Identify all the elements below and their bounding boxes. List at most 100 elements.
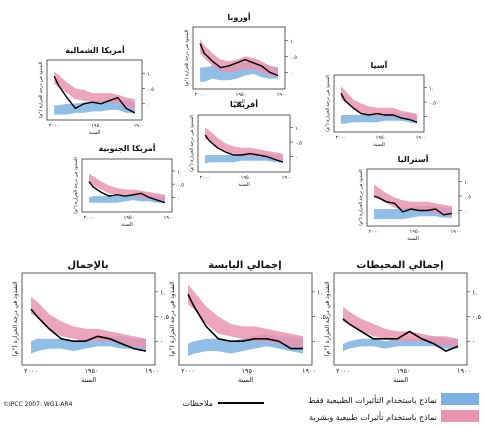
chart-panel-4: أفريقيا ١. ٠.٥ ٠ ٢٠٠٠ ١٩٥٠ ١٩٠٠ السنة الشذوذ في … <box>189 99 302 188</box>
x-axis-label: السنة <box>238 376 253 384</box>
x-tick-label: ٢٠٠٠ <box>336 367 350 375</box>
panel-frame <box>333 74 425 133</box>
panel-title: إجمالي اليابسة <box>208 260 281 271</box>
x-tick-label: ١٩٠٠ <box>302 367 316 375</box>
legend-natural-human-swatch <box>441 410 479 422</box>
x-tick-label: ١٩٠٠ <box>457 367 471 375</box>
x-tick-label: ١٩٥٠ <box>242 367 256 375</box>
panel-title: بالإجمال <box>67 260 108 271</box>
panel-title: أوروبا <box>227 12 251 22</box>
natural-human-band <box>341 86 417 123</box>
x-tick-label: ٢٠٠٠ <box>49 123 60 129</box>
panel-frame <box>192 26 286 90</box>
observations-line <box>53 75 136 114</box>
credit-text: ©IPCC 2007: WG1-AR4 <box>3 401 73 408</box>
x-tick-label: ٢٠٠٠ <box>84 215 95 221</box>
y-axis-label: الشذوذ في درجة الحرارة (°م) <box>325 75 331 132</box>
y-tick-label: ١. <box>464 180 469 186</box>
panel-title: أستراليا <box>398 154 429 164</box>
natural-human-band <box>54 71 135 110</box>
natural-human-band <box>205 127 283 161</box>
panel-title: إجمالي المحيطات <box>356 260 443 271</box>
panel-frame <box>366 168 460 227</box>
x-tick-label: ١٩٠٠ <box>416 135 427 141</box>
x-axis-label: السنة <box>233 99 245 105</box>
x-axis-label: السنة <box>81 376 96 384</box>
chart-panel-9: إجمالي المحيطات ١. ٠.٥ ٠ ٢٠٠٠ ١٩٥٠ ١٩٠٠ السنة ال… <box>324 260 482 384</box>
panel-frame <box>21 272 156 366</box>
y-axis-label: الشذوذ في درجة الحرارة (°م) <box>38 62 44 119</box>
y-tick-label: ١. <box>177 169 182 175</box>
natural-human-band <box>374 184 452 217</box>
x-tick-label: ١٩٥٠ <box>124 215 135 221</box>
y-axis-label: الشذوذ في درجة الحرارة (°م) <box>189 115 195 172</box>
y-tick-label: ٠.٥ <box>147 87 154 93</box>
panel-title: أمريكا الشمالية <box>65 45 125 55</box>
panel-title: أفريقيا <box>230 99 258 109</box>
x-tick-label: ١٩٠٠ <box>451 229 462 235</box>
y-tick-label: ٠.٥ <box>160 313 170 321</box>
y-tick-label: ٠.٥ <box>317 313 327 321</box>
chart-panel-3: آسيا ١. ٠.٥ ٠ ٢٠٠٠ ١٩٥٠ ١٩٠٠ السنة الشذوذ في درج… <box>325 60 436 148</box>
y-tick-label: ١. <box>295 126 300 132</box>
x-tick-label: ١٩٠٠ <box>277 92 288 98</box>
x-axis-label: السنة <box>121 222 133 228</box>
chart-panel-5: أمريكا الجنوبية ١. ٠.٥ ٠ ٢٠٠٠ ١٩٥٠ ١٩٠٠ السنة ال… <box>73 143 184 228</box>
x-tick-label: ١٩٠٠ <box>145 367 159 375</box>
y-tick-label: ١. <box>290 39 295 45</box>
observations-line <box>373 195 453 216</box>
x-tick-label: ١٩٥٠ <box>236 92 247 98</box>
panel-title: أمريكا الجنوبية <box>98 143 155 153</box>
observations-line <box>340 93 418 123</box>
y-tick-label: ٠ <box>464 209 467 215</box>
legend-natural-only-label: نماذج باستخدام التأثيرات الطبيعية فقط <box>308 394 437 405</box>
x-tick-label: ٢٠٠٠ <box>195 92 206 98</box>
x-tick-label: ١٩٥٠ <box>241 175 252 181</box>
y-tick-label: ٠ <box>177 196 180 202</box>
legend-natural-only-swatch <box>441 393 479 405</box>
x-axis-label: السنة <box>373 142 385 148</box>
legend: نماذج باستخدام تأثيرات طبيعية وبشرية نما… <box>182 393 479 422</box>
chart-panel-7: بالإجمال ١. ٠.٥ ٠ ٢٠٠٠ ١٩٥٠ ١٩٠٠ السنة الشذوذ في… <box>12 260 170 384</box>
observations-line <box>187 293 303 350</box>
chart-panel-8: إجمالي اليابسة ١. ٠.٥ ٠ ٢٠٠٠ ١٩٥٠ ١٩٠٠ السنة الش… <box>169 260 327 384</box>
natural-human-band <box>31 296 146 349</box>
observations-line <box>30 308 147 352</box>
y-tick-label: ٠.٥ <box>177 183 184 189</box>
panel-frame <box>46 59 143 121</box>
y-tick-label: ٠ <box>295 155 298 161</box>
x-tick-label: ١٩٥٠ <box>85 367 99 375</box>
natural-human-band <box>343 306 458 347</box>
x-tick-label: ١٩٥٠ <box>376 135 387 141</box>
x-tick-label: ٢٠٠٠ <box>200 175 211 181</box>
y-axis-label: الشذوذ في درجة الحرارة (°م) <box>12 281 19 357</box>
x-axis-label: السنة <box>89 130 101 136</box>
y-tick-label: ٠.٥ <box>290 55 297 61</box>
legend-observations-label: ملاحظات <box>182 399 213 408</box>
chart-panel-2: أمريكا الشمالية ١. ٠.٥ ٠ ٢٠٠٠ ١٩٥٠ ١٩٠٠ السنة ال… <box>38 45 154 136</box>
x-tick-label: ١٩٠٠ <box>164 215 175 221</box>
panel-frame <box>197 114 291 173</box>
y-axis-label: الشذوذ في درجة الحرارة (°م) <box>184 30 190 87</box>
observations-line <box>204 134 284 163</box>
x-tick-label: ١٩٥٠ <box>91 123 102 129</box>
x-tick-label: ٢٠٠٠ <box>336 135 347 141</box>
x-tick-label: ١٩٠٠ <box>282 175 293 181</box>
y-axis-label: الشذوذ في درجة الحرارة (°م) <box>324 281 331 357</box>
observations-line <box>88 181 166 204</box>
x-axis-label: السنة <box>407 236 419 242</box>
x-axis-label: السنة <box>393 376 408 384</box>
y-tick-label: ٠.٥ <box>472 313 482 321</box>
y-tick-label: ٠ <box>317 338 321 346</box>
observations-line <box>342 318 459 352</box>
y-tick-label: ٠.٥ <box>464 195 471 201</box>
legend-natural-human-label: نماذج باستخدام تأثيرات طبيعية وبشرية <box>309 411 437 422</box>
y-tick-label: ٠ <box>472 338 476 346</box>
x-tick-label: ١٩٠٠ <box>134 123 145 129</box>
x-tick-label: ٢٠٠٠ <box>181 367 195 375</box>
y-axis-label: الشذوذ في درجة الحرارة (°م) <box>358 169 364 226</box>
y-tick-label: ٠.٥ <box>429 101 436 107</box>
y-tick-label: ٠ <box>147 102 150 108</box>
panel-frame <box>81 158 173 213</box>
